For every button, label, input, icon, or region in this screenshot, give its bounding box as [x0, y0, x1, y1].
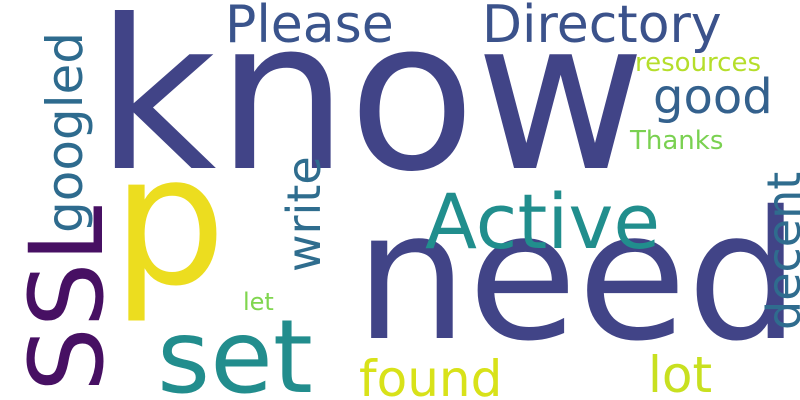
word-resources: resources	[635, 48, 761, 78]
word-lot: lot	[648, 346, 712, 400]
word-p: p	[112, 117, 226, 326]
word-set: set	[157, 298, 313, 400]
word-found: found	[359, 350, 502, 400]
word-know: know	[96, 0, 646, 218]
word-ssl: SSL	[8, 206, 127, 392]
word-directory: Directory	[482, 0, 722, 55]
word-need: need	[355, 173, 800, 380]
word-write: write	[277, 156, 331, 272]
word-decent: decent	[757, 172, 800, 330]
word-good: good	[653, 69, 773, 125]
word-active: Active	[425, 177, 660, 266]
word-let: let	[243, 288, 274, 316]
word-googled: googled	[36, 32, 94, 233]
word-thanks: Thanks	[629, 126, 723, 156]
word-please: Please	[225, 0, 394, 55]
